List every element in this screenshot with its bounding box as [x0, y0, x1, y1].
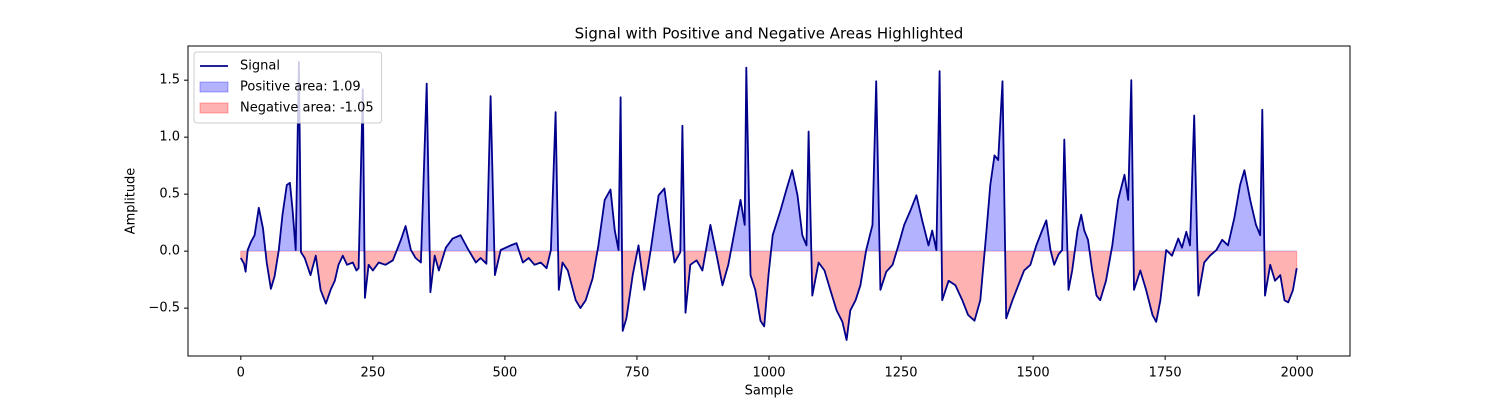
legend-swatch — [199, 102, 229, 114]
legend-box — [193, 51, 383, 124]
signal-line — [240, 61, 1298, 341]
area — [240, 251, 1298, 341]
y-axis-label: Amplitude — [124, 168, 139, 235]
y-tick-label: 0.0 — [159, 244, 180, 259]
x-tick-label: 250 — [360, 366, 385, 381]
legend-label: Signal — [240, 59, 280, 74]
legend-label: Positive area: 1.09 — [240, 80, 361, 95]
legend-label: Negative area: -1.05 — [240, 101, 374, 116]
y-tick-label: 0.5 — [159, 187, 180, 202]
x-tick-label: 2000 — [1281, 366, 1314, 381]
x-tick-label: 1250 — [884, 366, 917, 381]
area — [240, 61, 1298, 252]
x-tick-label: 500 — [492, 366, 517, 381]
x-axis-label: Sample — [745, 384, 794, 399]
x-tick-label: 0 — [237, 366, 245, 381]
y-tick-label: −0.5 — [148, 301, 180, 316]
x-tick-label: 1500 — [1017, 366, 1050, 381]
x-tick-label: 750 — [625, 366, 650, 381]
plot-frame — [187, 45, 1351, 357]
x-tick-label: 1750 — [1149, 366, 1182, 381]
x-tick-label: 1000 — [752, 366, 785, 381]
y-tick-label: 1.5 — [159, 73, 180, 88]
y-tick-label: 1.0 — [159, 130, 180, 145]
legend-swatch — [199, 81, 229, 93]
chart-title: Signal with Positive and Negative Areas … — [575, 25, 964, 43]
